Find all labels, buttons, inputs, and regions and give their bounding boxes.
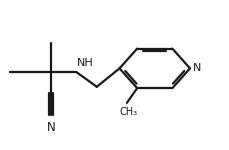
- Text: N: N: [192, 63, 200, 73]
- Text: N: N: [47, 121, 55, 134]
- Text: NH: NH: [76, 58, 93, 68]
- Text: CH₃: CH₃: [118, 106, 136, 117]
